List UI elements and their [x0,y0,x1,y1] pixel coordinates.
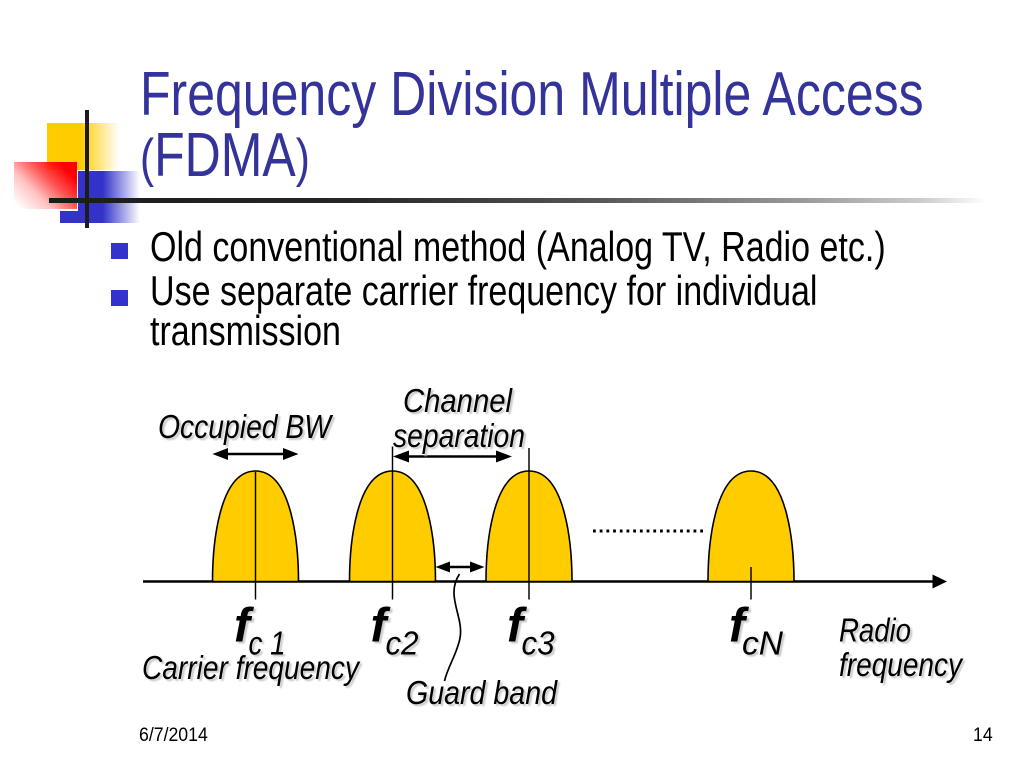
svg-text:cN: cN [744,627,785,664]
svg-text:Occupied BW: Occupied BW [158,408,333,445]
svg-text:cN: cN [742,625,783,662]
svg-text:c3: c3 [524,627,558,664]
svg-text:frequency: frequency [841,648,966,685]
svg-text:f: f [509,602,529,655]
svg-text:Guard band: Guard band [408,676,560,713]
svg-text:Radio: Radio [839,612,911,649]
svg-text:Guard band: Guard band [406,674,558,711]
svg-text:f: f [234,600,254,653]
svg-text:Channel: Channel [403,382,513,419]
svg-text:Occupied BW: Occupied BW [160,410,335,447]
svg-text:Radio: Radio [841,614,913,651]
svg-text:Carrier frequency: Carrier frequency [144,651,363,688]
svg-text:f: f [507,600,527,653]
svg-text:c 1: c 1 [251,627,288,664]
svg-text:f: f [373,602,393,655]
svg-text:f: f [729,600,749,653]
svg-text:c 1: c 1 [249,625,286,662]
svg-text:f: f [371,600,391,653]
svg-text:separation: separation [393,417,525,454]
svg-text:f: f [236,602,256,655]
svg-text:Carrier frequency: Carrier frequency [142,649,361,686]
svg-text:Channel: Channel [405,384,515,421]
svg-text:c2: c2 [386,625,419,662]
svg-text:separation: separation [395,419,527,456]
svg-text:frequency: frequency [839,646,964,683]
svg-text:c2: c2 [388,627,421,664]
svg-text:c3: c3 [522,625,556,662]
svg-text:f: f [731,602,751,655]
